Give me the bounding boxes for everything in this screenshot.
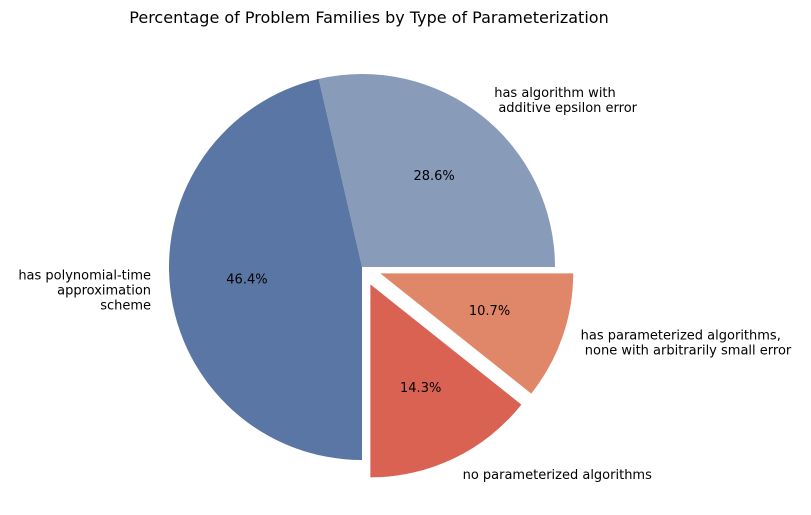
slice-label-2: no parameterized algorithms — [463, 468, 653, 483]
slice-label-line: has parameterized algorithms, — [581, 328, 781, 343]
pct-label-2: 14.3% — [400, 381, 441, 396]
slice-label-line: approximation — [57, 283, 151, 298]
slice-label-0: has algorithm with additive epsilon erro… — [494, 86, 637, 116]
slice-label-line: scheme — [100, 298, 151, 313]
slice-label-line: no parameterized algorithms — [463, 468, 653, 483]
slice-label-line: none with arbitrarily small error — [581, 343, 792, 358]
pie-slice-1 — [169, 78, 362, 460]
slice-label-line: has polynomial-time — [18, 268, 151, 283]
pie-slice-0 — [318, 74, 555, 267]
pie-slice-2 — [370, 284, 522, 478]
pct-label-3: 10.7% — [469, 304, 510, 319]
slice-label-3: has parameterized algorithms, none with … — [581, 328, 792, 358]
slice-label-1: has polynomial-time approximation scheme — [18, 268, 151, 313]
slice-label-line: additive epsilon error — [494, 101, 637, 116]
slice-label-line: has algorithm with — [494, 86, 616, 101]
pct-label-0: 28.6% — [413, 169, 454, 184]
pie-slice-3 — [380, 273, 574, 394]
chart-title: Percentage of Problem Families by Type o… — [129, 8, 608, 27]
pct-label-1: 46.4% — [226, 273, 267, 288]
